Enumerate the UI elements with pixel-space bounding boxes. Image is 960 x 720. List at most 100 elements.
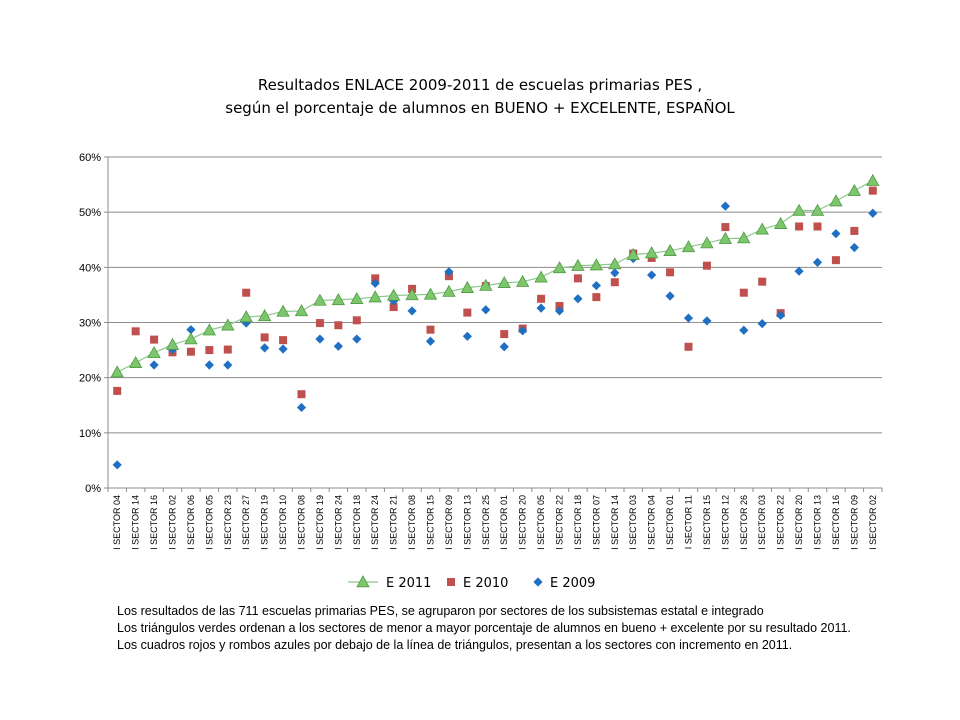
diamond-point <box>739 325 749 335</box>
x-tick-label: I SECTOR 08 <box>407 495 417 550</box>
diamond-point <box>112 460 122 470</box>
diamond-point <box>425 336 436 346</box>
square-point <box>186 347 195 356</box>
diamond-point <box>554 306 565 316</box>
diamond-point <box>389 296 399 306</box>
diamond-point <box>481 305 491 315</box>
square-point <box>205 346 214 355</box>
triangle-point <box>257 309 272 322</box>
legend-square-marker <box>447 578 455 586</box>
diamond-point <box>757 319 767 329</box>
square-point <box>721 223 730 232</box>
triangle-point <box>386 288 401 301</box>
diamond-point <box>315 334 325 344</box>
triangle-point <box>423 287 438 300</box>
diamond-point <box>462 331 472 341</box>
square-point <box>610 278 619 287</box>
triangle-point <box>718 231 733 244</box>
square-point <box>131 327 140 336</box>
diamond-point <box>352 334 362 344</box>
x-tick-label: I SECTOR 01 <box>665 495 675 550</box>
diamond-point <box>407 306 417 316</box>
x-tick-label: I SECTOR 19 <box>260 495 270 550</box>
square-point <box>371 274 380 283</box>
x-tick-label: I SECTOR 05 <box>204 495 214 550</box>
diamond-point <box>499 342 509 352</box>
square-point <box>592 293 601 302</box>
diamond-point <box>647 270 657 280</box>
square-point <box>297 390 306 399</box>
triangle-point <box>810 203 825 216</box>
y-tick-label: 0% <box>85 483 101 495</box>
diamond-point <box>296 402 307 413</box>
diamond-point <box>333 341 343 351</box>
square-point <box>389 303 398 312</box>
diamond-point <box>665 291 675 301</box>
square-point <box>352 316 361 325</box>
square-point <box>739 288 748 297</box>
diamond-point <box>683 313 694 323</box>
x-tick-labels: I SECTOR 04 I SECTOR 14 I SECTOR 16 I SECTO… <box>112 495 878 550</box>
triangle-point <box>405 288 419 301</box>
x-tick-label: I SECTOR 10 <box>278 495 288 550</box>
x-tick-label: I SECTOR 19 <box>315 495 325 550</box>
x-tick-label: I SECTOR 08 <box>297 495 307 550</box>
x-tick-label: I SECTOR 13 <box>462 495 472 550</box>
x-tick-label: I SECTOR 16 <box>831 495 841 550</box>
x-tick-label: I SECTOR 20 <box>518 495 528 550</box>
legend-item: E 2009 <box>533 576 595 591</box>
triangle-point <box>497 275 511 288</box>
x-tick-label: I SECTOR 24 <box>370 495 380 550</box>
series-line-e2011 <box>116 180 874 373</box>
x-tick-label: I SECTOR 06 <box>186 495 196 550</box>
square-point <box>334 321 343 330</box>
diamond-point <box>278 344 288 354</box>
diamond-point <box>831 229 841 239</box>
triangle-point <box>700 236 714 249</box>
square-point <box>315 319 324 328</box>
triangle-point <box>331 293 346 306</box>
triangle-point <box>644 246 659 259</box>
square-point <box>702 261 711 270</box>
legend-label: E 2009 <box>550 576 595 591</box>
square-point <box>426 325 435 334</box>
diamond-point <box>536 303 546 313</box>
x-tick-label: I SECTOR 04 <box>112 495 122 550</box>
square-point <box>242 288 251 297</box>
diamond-point <box>223 360 233 370</box>
x-tick-label: I SECTOR 03 <box>757 495 767 550</box>
diamond-point <box>591 280 601 291</box>
x-tick-label: I SECTOR 20 <box>794 495 804 550</box>
x-tick-label: I SECTOR 02 <box>168 495 178 550</box>
diamond-point <box>776 310 786 320</box>
triangle-point <box>147 346 161 359</box>
square-point <box>850 226 859 235</box>
x-tick-label: I SECTOR 09 <box>444 495 454 550</box>
diamond-point <box>241 318 251 328</box>
chart-title-line-2: según el porcentaje de alumnos en BUENO … <box>225 99 735 117</box>
square-point <box>573 274 582 283</box>
x-tick-label: I SECTOR 15 <box>702 495 712 550</box>
gridlines <box>108 156 882 434</box>
legend-label: E 2011 <box>386 576 431 591</box>
diamond-point <box>702 316 712 326</box>
y-tick-label: 20% <box>79 373 101 385</box>
x-tick-label: I SECTOR 05 <box>536 495 546 550</box>
triangle-point <box>608 257 622 270</box>
x-tick-label: I SECTOR 13 <box>813 495 823 550</box>
series-e-2011 <box>110 173 880 378</box>
square-point <box>537 294 546 303</box>
triangle-point <box>294 304 309 317</box>
triangle-point <box>239 310 253 323</box>
x-tick-label: I SECTOR 15 <box>426 495 436 550</box>
square-point <box>279 336 288 345</box>
x-tick-label: I SECTOR 23 <box>223 495 233 550</box>
triangle-point <box>515 274 530 287</box>
y-tick-label: 10% <box>79 428 101 440</box>
triangle-point <box>663 243 677 256</box>
square-point <box>463 308 472 317</box>
triangle-point <box>184 332 198 345</box>
square-point <box>260 333 269 342</box>
x-tick-label: I SECTOR 14 <box>131 495 141 550</box>
triangle-point <box>571 258 585 271</box>
